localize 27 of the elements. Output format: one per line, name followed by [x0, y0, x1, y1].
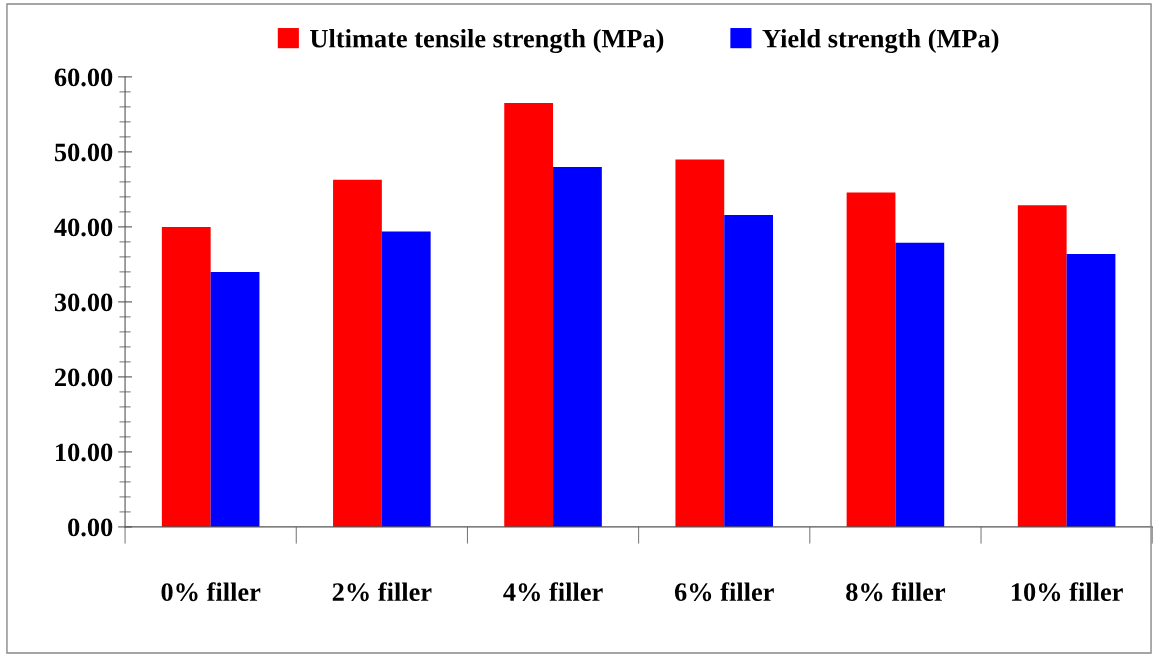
y-tick-label: 60.00	[54, 68, 113, 87]
bar	[553, 166, 602, 527]
bar	[1017, 205, 1067, 527]
bar	[1066, 253, 1116, 527]
y-tick-label: 10.00	[56, 443, 113, 462]
y-tick-label: 20.00	[54, 368, 113, 387]
bar	[724, 214, 774, 527]
bar	[381, 231, 431, 527]
x-tick-label: 4% filler	[503, 582, 603, 602]
x-tick-label: 6% filler	[674, 582, 774, 602]
legend-label: Ultimate tensile strength (MPa)	[310, 28, 664, 54]
x-tick-label: 8% filler	[846, 582, 946, 602]
y-tick-label: 40.00	[54, 218, 113, 237]
legend-label: Yield strength (MPa)	[762, 28, 999, 54]
y-tick-label: 0.00	[68, 518, 113, 537]
y-tick-label: 30.00	[54, 293, 113, 312]
bar	[504, 103, 554, 527]
bar	[846, 192, 896, 527]
bar	[675, 159, 725, 527]
bar	[895, 242, 945, 527]
x-tick-label: 0% filler	[161, 582, 261, 602]
bar	[161, 226, 211, 527]
x-tick-label: 10% filler	[1011, 582, 1123, 602]
y-tick-label: 50.00	[54, 143, 113, 162]
bar	[333, 179, 382, 527]
x-tick-label: 2% filler	[332, 582, 432, 602]
bar	[210, 271, 260, 527]
